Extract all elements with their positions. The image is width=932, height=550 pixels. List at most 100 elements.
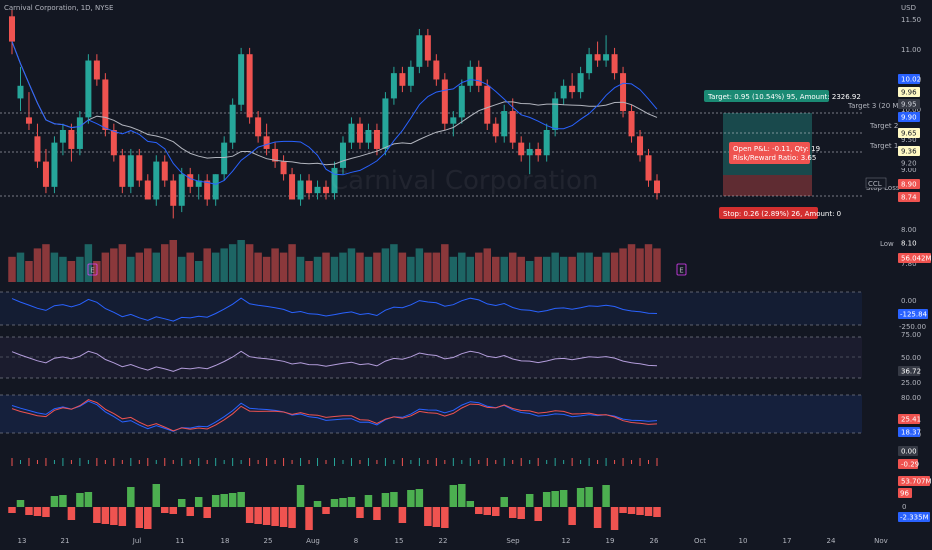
candle[interactable]: [178, 174, 185, 206]
candle[interactable]: [424, 35, 431, 61]
candle[interactable]: [654, 180, 660, 194]
candle[interactable]: [306, 180, 313, 194]
stop-label-box[interactable]: [719, 207, 818, 219]
candle[interactable]: [416, 35, 423, 67]
candle[interactable]: [187, 174, 194, 187]
delta-bar: [602, 485, 610, 507]
open-pnl-line2: Risk/Reward Ratio: 3.65: [733, 154, 816, 162]
delta-bar: [33, 507, 42, 516]
candle[interactable]: [543, 130, 550, 156]
delta-bar: [245, 507, 254, 523]
candle[interactable]: [255, 117, 262, 137]
candle[interactable]: [51, 142, 58, 187]
stoch-k-tag: [898, 414, 920, 424]
earnings-marker[interactable]: [87, 263, 98, 276]
candle[interactable]: [68, 130, 75, 149]
candle[interactable]: [620, 73, 627, 112]
candle[interactable]: [9, 16, 15, 42]
candle[interactable]: [42, 161, 49, 187]
candle[interactable]: [263, 136, 270, 149]
candle[interactable]: [289, 174, 296, 200]
candle[interactable]: [450, 117, 457, 124]
candle[interactable]: [17, 85, 24, 99]
volume-bar: [152, 252, 161, 282]
candle[interactable]: [136, 155, 143, 181]
candle[interactable]: [170, 180, 177, 206]
candle[interactable]: [433, 60, 440, 80]
candle[interactable]: [467, 66, 474, 86]
delta-bar: [84, 492, 93, 507]
candle[interactable]: [603, 54, 610, 61]
candle[interactable]: [323, 186, 330, 194]
ma-20-line: [11, 41, 658, 166]
candle[interactable]: [501, 111, 508, 137]
stoch-tick: 80.00: [901, 394, 921, 402]
candle[interactable]: [348, 123, 355, 143]
candle[interactable]: [331, 167, 338, 194]
open-pnl-box[interactable]: [729, 142, 810, 164]
candle[interactable]: [484, 85, 491, 124]
candle[interactable]: [76, 117, 83, 149]
delta-bar: [449, 485, 458, 507]
candle[interactable]: [272, 148, 279, 162]
candle[interactable]: [569, 85, 576, 93]
candle[interactable]: [628, 111, 635, 137]
candle[interactable]: [390, 73, 397, 99]
candle[interactable]: [85, 60, 92, 118]
candle[interactable]: [518, 142, 525, 156]
delta-bar: [203, 507, 211, 518]
candle[interactable]: [153, 161, 160, 200]
candle[interactable]: [407, 66, 414, 86]
candle[interactable]: [119, 155, 126, 187]
candle[interactable]: [441, 79, 448, 124]
candle[interactable]: [280, 161, 287, 175]
candle[interactable]: [586, 54, 593, 74]
candle[interactable]: [110, 130, 117, 156]
candle[interactable]: [314, 186, 321, 194]
candle[interactable]: [577, 73, 584, 93]
candle[interactable]: [637, 136, 644, 156]
candle[interactable]: [382, 98, 389, 149]
earnings-marker[interactable]: [676, 263, 687, 276]
candle[interactable]: [509, 111, 516, 143]
delta-bar: [517, 507, 525, 519]
candle[interactable]: [492, 123, 499, 137]
candle[interactable]: [356, 123, 363, 143]
candle[interactable]: [144, 180, 151, 200]
candle[interactable]: [365, 130, 372, 143]
candle[interactable]: [229, 104, 236, 143]
rsi-tick: 25.00: [901, 379, 921, 387]
candle[interactable]: [25, 117, 32, 124]
candle[interactable]: [594, 54, 601, 61]
candle[interactable]: [552, 98, 559, 130]
candle[interactable]: [339, 142, 346, 168]
candle[interactable]: [526, 148, 533, 156]
candle[interactable]: [102, 79, 109, 130]
candle[interactable]: [212, 174, 219, 200]
candle[interactable]: [161, 161, 168, 181]
candle[interactable]: [399, 73, 406, 86]
candle[interactable]: [246, 54, 253, 118]
target-label-box[interactable]: [704, 90, 829, 102]
candle[interactable]: [127, 155, 134, 187]
candle[interactable]: [204, 180, 211, 200]
candle[interactable]: [59, 130, 66, 143]
candle[interactable]: [238, 54, 245, 105]
candle[interactable]: [458, 85, 465, 118]
candle[interactable]: [297, 180, 304, 200]
symbol-title[interactable]: Carnival Corporation, 1D, NYSE: [4, 4, 114, 12]
candle[interactable]: [373, 130, 380, 149]
candle[interactable]: [535, 148, 542, 156]
candle[interactable]: [93, 60, 100, 80]
volume-bar: [500, 256, 508, 282]
candle[interactable]: [475, 66, 482, 86]
candle[interactable]: [195, 180, 202, 187]
candle[interactable]: [34, 136, 41, 162]
candle[interactable]: [611, 54, 618, 74]
candle[interactable]: [560, 85, 567, 99]
x-axis-label: 10: [739, 537, 748, 545]
candle[interactable]: [645, 155, 652, 181]
candle[interactable]: [221, 142, 228, 175]
